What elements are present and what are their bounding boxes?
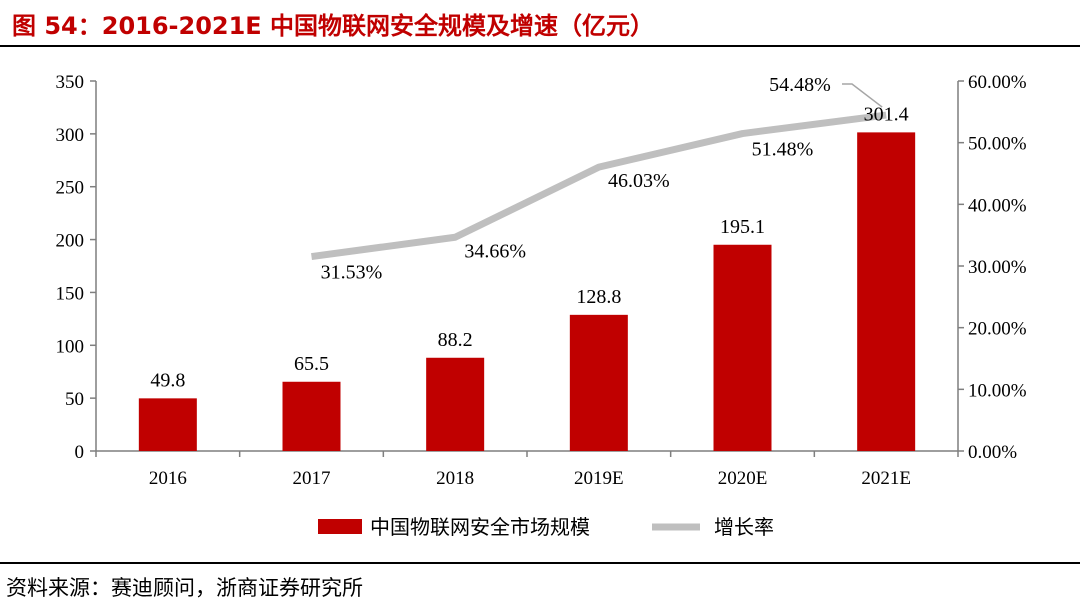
bar-value-label: 195.1 bbox=[720, 216, 765, 238]
bar-series bbox=[138, 132, 916, 451]
growth-rate-label: 31.53% bbox=[321, 262, 383, 284]
bar-value-label: 65.5 bbox=[294, 353, 329, 375]
legend-label-line: 增长率 bbox=[714, 515, 774, 539]
bar-value-label: 49.8 bbox=[150, 369, 185, 391]
y-left-tick-label: 0 bbox=[75, 442, 85, 463]
bar bbox=[282, 381, 341, 451]
x-tick-label: 2019E bbox=[574, 468, 624, 489]
y-right-tick-label: 30.00% bbox=[968, 257, 1027, 278]
y-right-tick-label: 20.00% bbox=[968, 319, 1027, 340]
label-leader-line bbox=[842, 83, 883, 108]
bar bbox=[138, 398, 197, 451]
y-left-tick-label: 50 bbox=[65, 389, 84, 410]
legend-swatch-bar bbox=[318, 519, 362, 534]
x-tick-label: 2018 bbox=[436, 468, 474, 489]
y-right-tick-label: 50.00% bbox=[968, 134, 1027, 155]
y-left-tick-label: 150 bbox=[56, 283, 85, 304]
x-tick-label: 2020E bbox=[718, 468, 768, 489]
y-left-tick-label: 250 bbox=[56, 178, 85, 199]
y-left-tick-label: 100 bbox=[56, 336, 85, 357]
bar bbox=[857, 132, 916, 451]
data-labels: 49.8 65.5 88.2 128.8 195.1 301.4 31.53% 34.66% 4… bbox=[150, 74, 908, 391]
growth-rate-label: 34.66% bbox=[464, 240, 526, 262]
growth-rate-label: 54.48% bbox=[769, 74, 831, 96]
bar bbox=[426, 357, 485, 451]
x-tick-label: 2017 bbox=[293, 468, 331, 489]
bar bbox=[713, 244, 772, 451]
source-note: 资料来源：赛迪顾问，浙商证券研究所 bbox=[6, 576, 363, 600]
growth-line-series bbox=[311, 111, 887, 261]
title-divider bbox=[0, 45, 1080, 47]
x-tick-label: 2021E bbox=[861, 468, 911, 489]
bar-value-label: 128.8 bbox=[576, 286, 621, 308]
bar-value-label: 301.4 bbox=[864, 103, 909, 125]
legend-label-bar: 中国物联网安全市场规模 bbox=[370, 515, 590, 539]
growth-line bbox=[311, 111, 887, 261]
y-left-tick-label: 300 bbox=[56, 125, 85, 146]
chart: 0 50 100 150 200 250 300 350 0.00% 10.00% 20.00% 30… bbox=[56, 72, 1027, 539]
y-right-tick-label: 60.00% bbox=[968, 72, 1027, 93]
growth-rate-label: 46.03% bbox=[608, 170, 670, 192]
growth-rate-label: 51.48% bbox=[752, 139, 814, 161]
bar bbox=[569, 314, 628, 451]
y-right-tick-label: 40.00% bbox=[968, 195, 1027, 216]
footer-divider bbox=[0, 562, 1080, 564]
y-left-tick-label: 200 bbox=[56, 231, 85, 252]
y-right-tick-label: 0.00% bbox=[968, 442, 1017, 463]
y-left-tick-label: 350 bbox=[56, 72, 85, 93]
chart-title: 图 54：2016-2021E 中国物联网安全规模及增速（亿元） bbox=[12, 12, 655, 40]
x-tick-label: 2016 bbox=[149, 468, 187, 489]
legend: 中国物联网安全市场规模 增长率 bbox=[318, 515, 774, 539]
axes: 0 50 100 150 200 250 300 350 0.00% 10.00% 20.00% 30… bbox=[56, 72, 1027, 489]
y-right-tick-label: 10.00% bbox=[968, 380, 1027, 401]
bar-value-label: 88.2 bbox=[438, 329, 473, 351]
